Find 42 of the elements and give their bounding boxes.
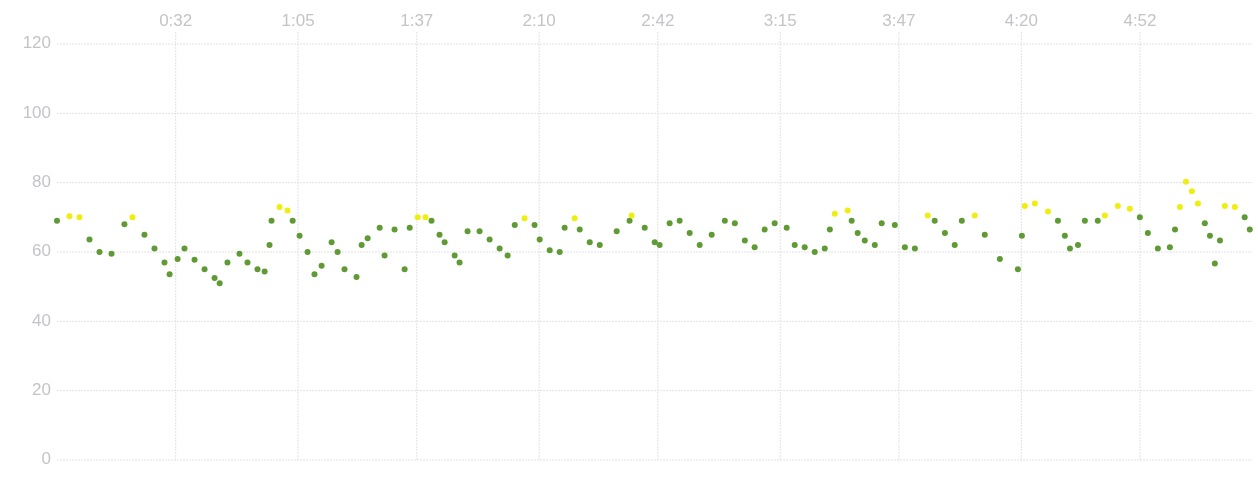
- x-tick-label: 2:42: [641, 11, 675, 30]
- point: [129, 214, 136, 221]
- point: [1231, 203, 1238, 210]
- x-tick-label: 1:37: [400, 11, 434, 30]
- point: [66, 213, 73, 220]
- point: [1188, 188, 1195, 195]
- point: [1176, 203, 1183, 210]
- point: [1114, 202, 1121, 209]
- x-tick-label: 4:52: [1123, 11, 1157, 30]
- y-tick-label: 60: [32, 241, 51, 261]
- y-tick-label: 100: [22, 102, 51, 122]
- y-tick-label: 20: [32, 380, 51, 400]
- point: [422, 214, 429, 221]
- point: [628, 212, 635, 219]
- point: [1021, 202, 1028, 209]
- x-tick-label: 3:47: [882, 11, 916, 30]
- point: [831, 210, 838, 217]
- y-tick-label: 120: [22, 33, 51, 53]
- y-tick-label: 0: [41, 449, 51, 469]
- point: [844, 207, 851, 214]
- point: [1221, 202, 1228, 209]
- x-tick-label: 3:15: [763, 11, 797, 30]
- point: [284, 207, 291, 214]
- point: [971, 212, 978, 219]
- x-tick-label: 4:20: [1004, 11, 1038, 30]
- point: [1031, 200, 1038, 207]
- point: [924, 212, 931, 219]
- y-tick-label: 80: [32, 172, 51, 192]
- point: [1126, 205, 1133, 212]
- x-tick-label: 0:32: [159, 11, 193, 30]
- point: [1101, 212, 1108, 219]
- point: [571, 215, 578, 222]
- point: [276, 203, 283, 210]
- point: [1182, 178, 1189, 185]
- point: [1044, 208, 1051, 215]
- y-tick-label: 40: [32, 310, 51, 330]
- x-tick-label: 1:05: [281, 11, 315, 30]
- point: [1194, 200, 1201, 207]
- point: [521, 215, 528, 222]
- point: [76, 214, 83, 221]
- x-tick-label: 2:10: [522, 11, 556, 30]
- point: [414, 214, 421, 221]
